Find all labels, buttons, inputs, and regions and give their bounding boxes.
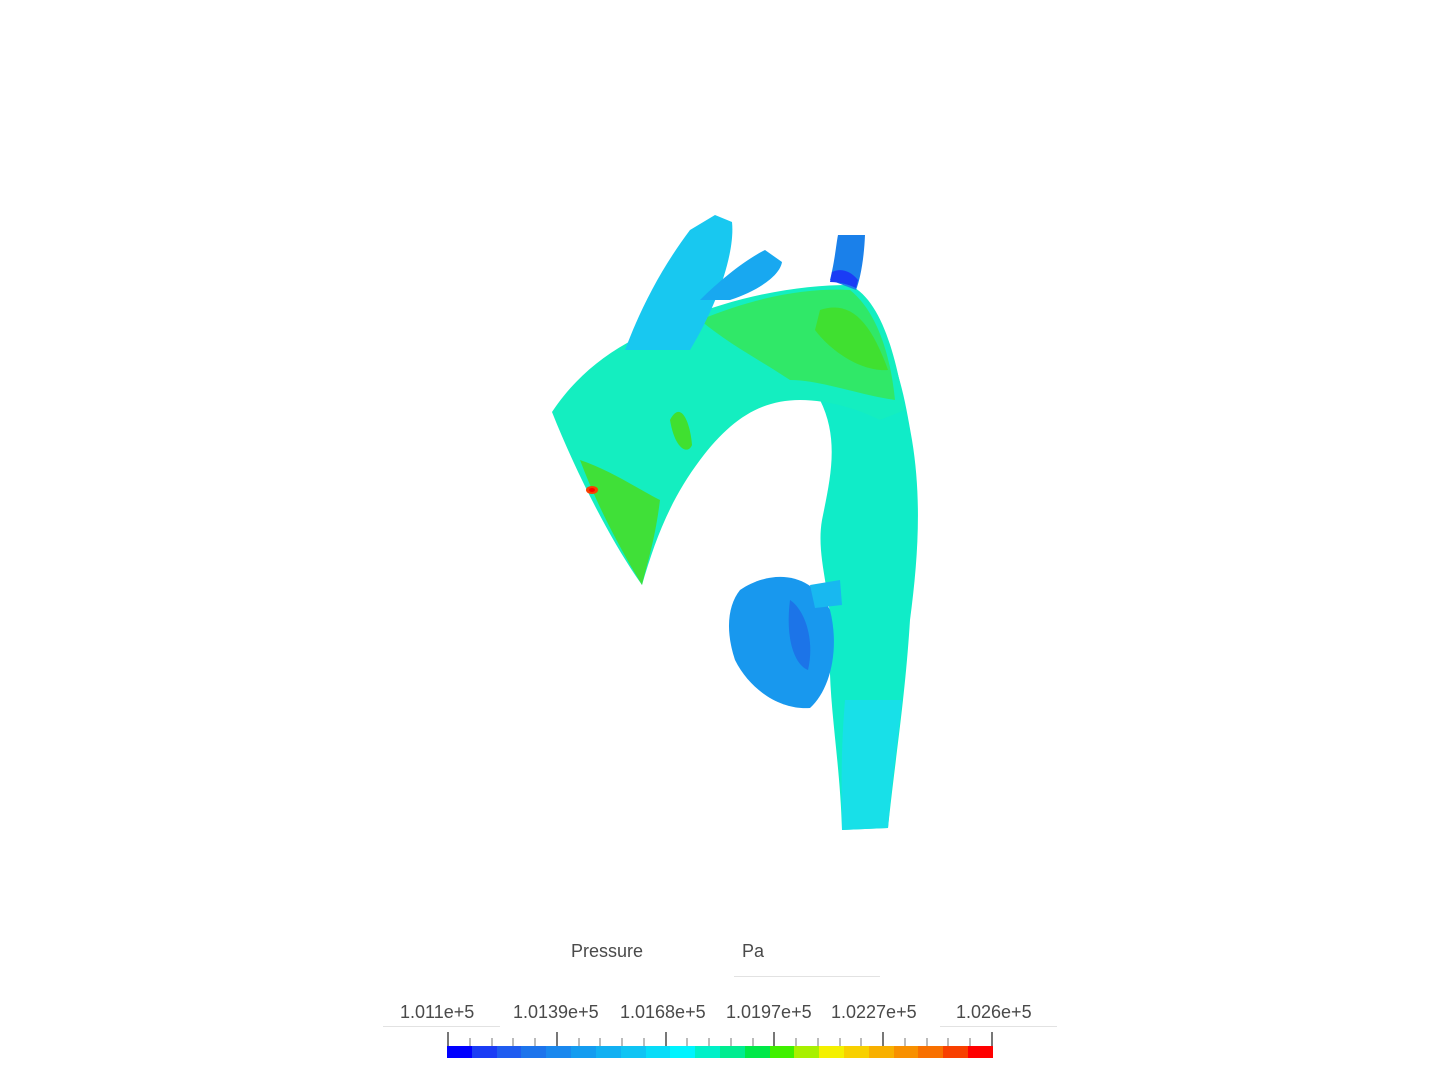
minor-tick xyxy=(969,1038,972,1046)
tick-label: 1.0197e+5 xyxy=(726,1002,812,1022)
colorbar-segment xyxy=(868,1046,894,1058)
colorbar-segment xyxy=(968,1046,993,1058)
colorbar-segment xyxy=(471,1046,497,1058)
major-tick xyxy=(664,1032,667,1046)
colorbar-segment xyxy=(546,1046,572,1058)
colorbar-segment xyxy=(719,1046,745,1058)
minor-tick xyxy=(642,1038,645,1046)
carotid-branch xyxy=(700,250,782,300)
minor-tick xyxy=(577,1038,580,1046)
tick-label: 1.0227e+5 xyxy=(831,1002,917,1022)
colorbar-segment xyxy=(769,1046,795,1058)
minor-tick xyxy=(860,1038,863,1046)
minor-tick xyxy=(708,1038,711,1046)
colorbar-segment xyxy=(645,1046,671,1058)
colorbar-segment xyxy=(695,1046,720,1058)
minor-tick xyxy=(903,1038,906,1046)
tick-label: 1.0139e+5 xyxy=(513,1002,599,1022)
aneurysm-sac xyxy=(728,576,834,709)
colorbar-segment xyxy=(819,1046,844,1058)
minor-tick xyxy=(925,1038,928,1046)
colorbar-segment xyxy=(918,1046,944,1058)
major-tick xyxy=(447,1032,449,1046)
colorbar-segment xyxy=(521,1046,547,1058)
colorbar-segment xyxy=(943,1046,969,1058)
minor-tick xyxy=(795,1038,798,1046)
brachiocephalic-branch xyxy=(625,215,733,350)
colorbar-segment xyxy=(794,1046,820,1058)
minor-tick xyxy=(599,1038,602,1046)
legend-unit: Pa xyxy=(742,941,765,961)
min-underline xyxy=(383,1026,500,1027)
tick-label: 1.011e+5 xyxy=(400,1002,475,1022)
colorbar-segment xyxy=(571,1046,596,1058)
max-underline xyxy=(940,1026,1057,1027)
major-tick xyxy=(555,1032,558,1046)
major-tick xyxy=(773,1032,776,1046)
major-tick xyxy=(991,1032,993,1046)
colorbar-segment xyxy=(496,1046,522,1058)
minor-tick xyxy=(816,1038,819,1046)
minor-tick xyxy=(686,1038,689,1046)
minor-tick xyxy=(468,1038,471,1046)
colorbar-segment xyxy=(893,1046,919,1058)
colorbar-segment xyxy=(620,1046,646,1058)
minor-tick xyxy=(621,1038,624,1046)
major-tick xyxy=(882,1032,885,1046)
minor-tick xyxy=(534,1038,537,1046)
minor-tick xyxy=(838,1038,841,1046)
unit-underline xyxy=(734,976,880,977)
colorbar-segment xyxy=(447,1046,472,1058)
minor-tick xyxy=(751,1038,754,1046)
tick-label: 1.0168e+5 xyxy=(620,1002,706,1022)
minor-tick xyxy=(729,1038,732,1046)
colorbar-segment xyxy=(844,1046,869,1058)
minor-tick xyxy=(512,1038,515,1046)
colorbar-ticks xyxy=(447,1032,993,1046)
tick-label: 1.026e+5 xyxy=(956,1002,1032,1022)
minor-tick xyxy=(947,1038,950,1046)
colorbar-segment xyxy=(744,1046,770,1058)
colorbar xyxy=(447,1046,993,1058)
colorbar-segment xyxy=(595,1046,621,1058)
minor-tick xyxy=(490,1038,493,1046)
legend-title: Pressure xyxy=(571,941,644,961)
colorbar-segment xyxy=(670,1046,696,1058)
